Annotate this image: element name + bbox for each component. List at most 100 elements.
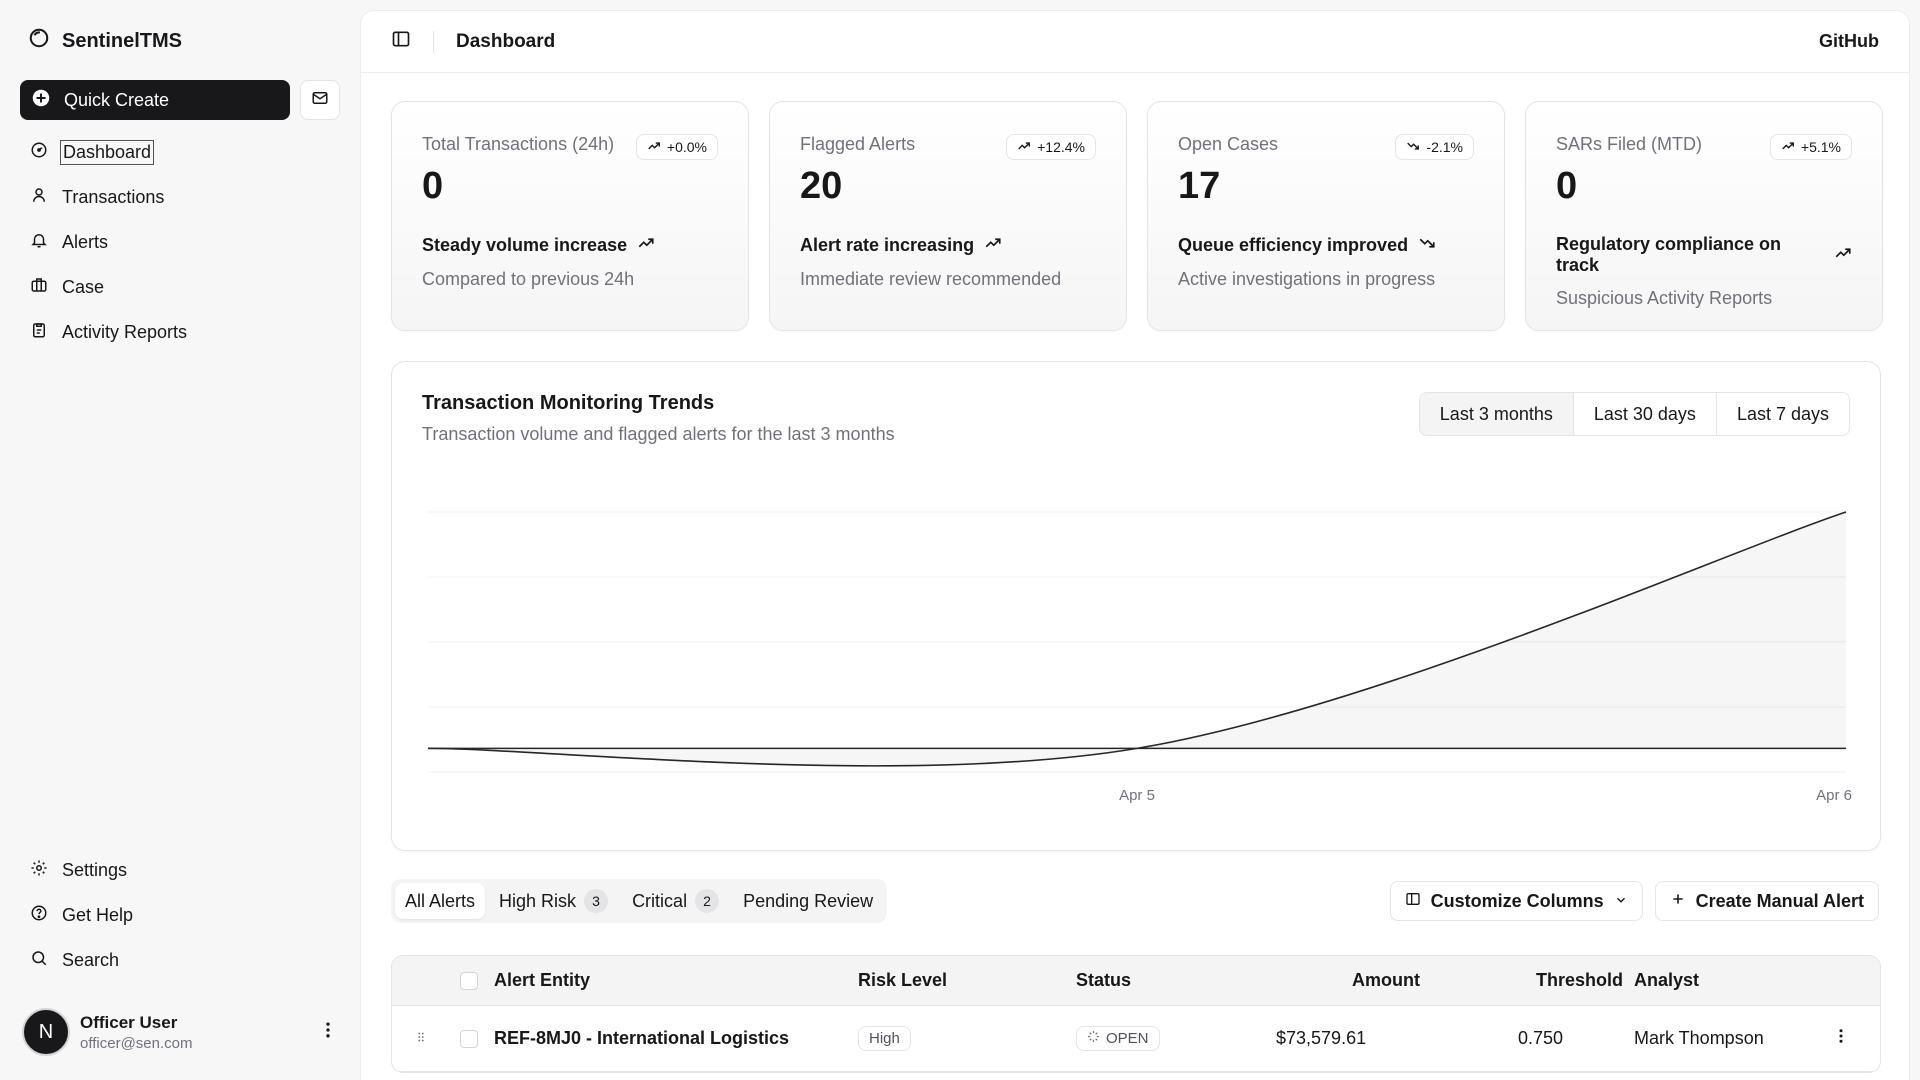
- stat-card-flagged-alerts: Flagged Alerts +12.4% 20 Alert rate incr…: [769, 101, 1127, 331]
- col-status[interactable]: Status: [1076, 970, 1132, 990]
- sidebar-item-label: Dashboard: [59, 140, 155, 165]
- card-subtext: Active investigations in progress: [1178, 269, 1436, 289]
- badge-text: +12.4%: [1037, 139, 1085, 155]
- card-value: 17: [1178, 165, 1221, 207]
- loader-icon: [1087, 1030, 1100, 1047]
- gear-icon: [30, 859, 48, 882]
- avatar: N: [22, 1008, 70, 1056]
- status-badge: OPEN: [1076, 1026, 1160, 1051]
- card-trend: Queue efficiency improved: [1178, 234, 1474, 257]
- tab-label: Pending Review: [743, 890, 874, 911]
- series-line-1: [427, 511, 1847, 767]
- user-name: Officer User: [80, 1012, 178, 1032]
- range-last-30-days[interactable]: Last 30 days: [1572, 393, 1716, 435]
- card-subtext: Compared to previous 24h: [422, 269, 635, 289]
- threshold-value: 0.750: [1518, 1028, 1564, 1048]
- clipboard-icon: [30, 321, 48, 344]
- button-label: Create Manual Alert: [1695, 890, 1864, 911]
- user-email: officer@sen.com: [80, 1034, 193, 1052]
- quick-create-button[interactable]: Quick Create: [20, 80, 290, 120]
- card-trend-text: Queue efficiency improved: [1178, 235, 1409, 255]
- amount-value: $73,579.61: [1276, 1028, 1367, 1048]
- card-trend-text: Alert rate increasing: [800, 235, 975, 255]
- col-threshold[interactable]: Threshold: [1536, 970, 1624, 990]
- tab-all-alerts[interactable]: All Alerts: [395, 883, 486, 919]
- quick-create-label: Quick Create: [64, 89, 170, 110]
- col-alert-entity[interactable]: Alert Entity: [494, 970, 591, 990]
- stat-card-open-cases: Open Cases -2.1% 17 Queue efficiency imp…: [1147, 101, 1505, 331]
- badge-text: -2.1%: [1426, 139, 1463, 155]
- sidebar-toggle-icon[interactable]: [391, 29, 411, 54]
- more-vertical-icon[interactable]: [318, 1020, 338, 1045]
- range-last-7-days[interactable]: Last 7 days: [1715, 393, 1849, 435]
- sidebar-item-dashboard[interactable]: Dashboard: [20, 130, 340, 175]
- trending-up-icon: [647, 139, 661, 156]
- sidebar: SentinelTMS Quick Create Dashboard Trans…: [0, 0, 360, 1080]
- sidebar-item-transactions[interactable]: Transactions: [20, 175, 340, 220]
- help-icon: [30, 904, 48, 927]
- row-checkbox[interactable]: [460, 1029, 478, 1048]
- trending-down-icon: [1406, 139, 1420, 156]
- plus-circle-icon: [32, 89, 50, 112]
- user-profile[interactable]: N Officer User officer@sen.com: [22, 1008, 338, 1056]
- alerts-table: Alert Entity Risk Level Status Amount Th…: [391, 955, 1881, 1073]
- card-value: 20: [800, 165, 843, 207]
- inbox-button[interactable]: [300, 80, 340, 120]
- chart-subtitle: Transaction volume and flagged alerts fo…: [422, 424, 895, 444]
- customize-columns-button[interactable]: Customize Columns: [1389, 881, 1643, 921]
- trending-up-icon: [637, 234, 655, 257]
- tab-critical[interactable]: Critical 2: [622, 883, 729, 919]
- trends-chart: Apr 5 Apr 6: [427, 511, 1852, 804]
- table-row[interactable]: REF-8MJ0 - International Logistics High …: [392, 1006, 1880, 1072]
- tab-label: Critical: [632, 890, 688, 911]
- card-label: Open Cases: [1178, 134, 1279, 154]
- chevron-down-icon: [1614, 891, 1628, 912]
- col-amount[interactable]: Amount: [1352, 970, 1420, 990]
- card-value: 0: [1556, 165, 1578, 207]
- card-label: Total Transactions (24h): [422, 134, 615, 154]
- range-toggle: Last 3 months Last 30 days Last 7 days: [1418, 392, 1850, 436]
- card-label: SARs Filed (MTD): [1556, 134, 1703, 154]
- range-last-3-months[interactable]: Last 3 months: [1419, 393, 1573, 435]
- status-text: OPEN: [1106, 1030, 1149, 1047]
- briefcase-icon: [30, 276, 48, 299]
- tab-high-risk[interactable]: High Risk 3: [489, 883, 618, 919]
- main-panel: Dashboard GitHub Total Transactions (24h…: [360, 10, 1910, 1080]
- sidebar-item-case[interactable]: Case: [20, 265, 340, 310]
- risk-badge: High: [858, 1026, 911, 1051]
- bell-icon: [30, 231, 48, 254]
- table-actions: Customize Columns Create Manual Alert: [1389, 881, 1879, 921]
- badge-text: +5.1%: [1800, 139, 1841, 155]
- card-subtext: Immediate review recommended: [800, 269, 1062, 289]
- sidebar-item-label: Alerts: [62, 232, 109, 252]
- sidebar-item-alerts[interactable]: Alerts: [20, 220, 340, 265]
- topbar: Dashboard GitHub: [361, 11, 1909, 73]
- select-all-checkbox[interactable]: [460, 971, 478, 990]
- badge-text: +0.0%: [666, 139, 707, 155]
- brand[interactable]: SentinelTMS: [28, 27, 182, 55]
- tab-pending-review[interactable]: Pending Review: [733, 883, 883, 919]
- trending-down-icon: [1418, 234, 1436, 257]
- sidebar-item-label: Transactions: [62, 187, 165, 207]
- col-risk-level[interactable]: Risk Level: [858, 970, 948, 990]
- sidebar-item-search[interactable]: Search: [20, 938, 340, 983]
- plus-icon: [1670, 891, 1686, 912]
- sidebar-secondary-nav: Settings Get Help Search: [20, 848, 340, 983]
- sidebar-nav: Dashboard Transactions Alerts Case Activ…: [20, 130, 340, 355]
- alert-entity[interactable]: REF-8MJ0 - International Logistics: [494, 1028, 790, 1048]
- github-link[interactable]: GitHub: [1819, 31, 1879, 51]
- stat-card-total-transactions: Total Transactions (24h) +0.0% 0 Steady …: [391, 101, 749, 331]
- table-header: Alert Entity Risk Level Status Amount Th…: [392, 956, 1880, 1006]
- sidebar-item-get-help[interactable]: Get Help: [20, 893, 340, 938]
- trends-chart-card: Apr 5 Apr 6 Transaction Monitoring Trends…: [391, 361, 1881, 851]
- col-analyst[interactable]: Analyst: [1634, 970, 1700, 990]
- trend-badge: -2.1%: [1395, 134, 1474, 160]
- more-vertical-icon[interactable]: [1832, 1027, 1850, 1050]
- sidebar-item-activity-reports[interactable]: Activity Reports: [20, 310, 340, 355]
- count-badge: 3: [584, 889, 609, 913]
- card-trend-text: Regulatory compliance on track: [1556, 234, 1782, 275]
- trend-badge: +12.4%: [1006, 134, 1096, 160]
- create-manual-alert-button[interactable]: Create Manual Alert: [1654, 881, 1879, 921]
- sidebar-item-settings[interactable]: Settings: [20, 848, 340, 893]
- drag-handle-icon[interactable]: [414, 1028, 428, 1049]
